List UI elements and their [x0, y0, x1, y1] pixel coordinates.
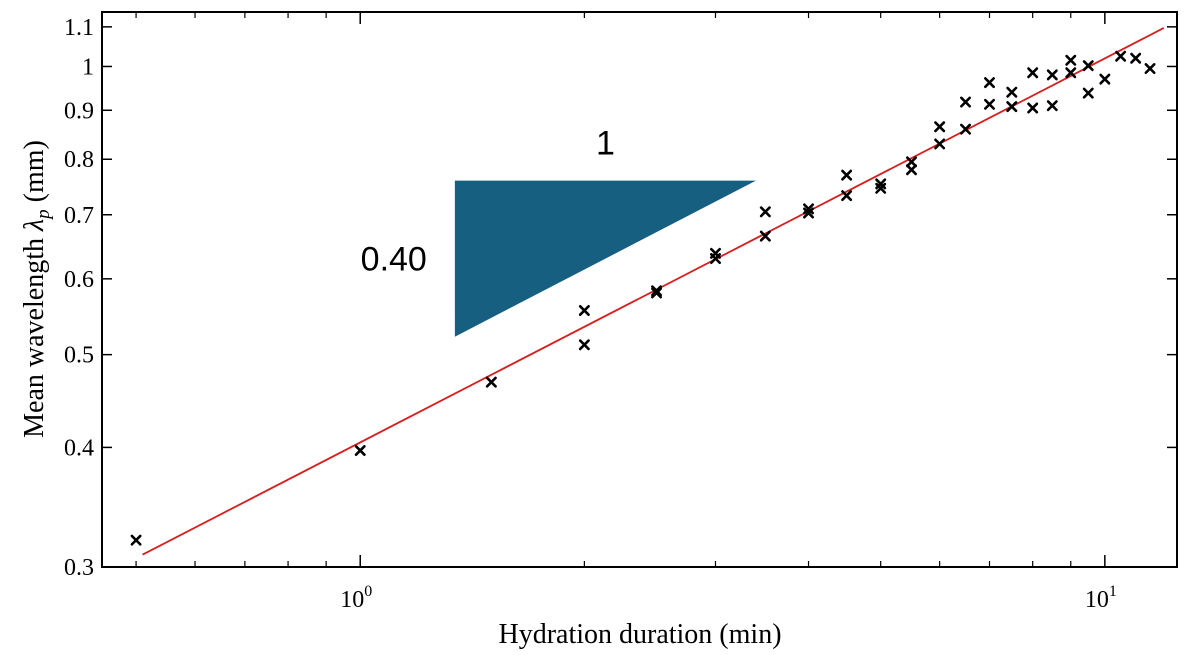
data-point — [130, 534, 142, 546]
data-point — [485, 376, 497, 388]
y-axis-label-unit: (mm) — [19, 140, 50, 209]
plot-frame — [101, 11, 1178, 568]
data-point — [983, 98, 995, 110]
data-point — [960, 96, 972, 108]
data-point — [983, 77, 995, 89]
y-tick-label: 0.6 — [64, 267, 94, 293]
x-tick-label-base: 10 — [340, 587, 364, 613]
data-point — [1082, 87, 1094, 99]
slope-triangle-layer: 10.40 — [361, 125, 756, 337]
data-point — [1027, 67, 1039, 79]
data-point — [759, 230, 771, 242]
slope-triangle — [454, 180, 756, 337]
data-point — [960, 123, 972, 135]
y-axis-label: Mean wavelength λp (mm) — [19, 140, 54, 438]
data-point — [1144, 63, 1156, 75]
x-tick-label-exponent: 1 — [1109, 583, 1117, 600]
y-tick-label: 0.5 — [64, 343, 94, 369]
y-tick-label: 0.4 — [64, 435, 94, 461]
data-point — [841, 190, 853, 202]
data-point — [1065, 67, 1077, 79]
data-points-layer — [130, 50, 1156, 546]
data-point — [1065, 54, 1077, 66]
data-point — [934, 138, 946, 150]
data-point — [875, 178, 887, 190]
data-point — [803, 207, 815, 219]
slope-run-label: 1 — [596, 125, 615, 163]
data-point — [1115, 50, 1127, 62]
data-point — [1027, 102, 1039, 114]
x-tick-label: 100 — [340, 583, 372, 613]
x-tick-label-exponent: 0 — [364, 583, 372, 600]
data-point — [709, 247, 721, 259]
slope-rise-label: 0.40 — [361, 241, 427, 279]
data-point — [759, 206, 771, 218]
y-axis-label-text: Mean wavelength — [19, 231, 50, 438]
plot-background — [102, 12, 1177, 567]
y-axis-label-symbol: λ — [19, 219, 50, 232]
data-point — [1006, 101, 1018, 113]
x-axis-label: Hydration duration (min) — [498, 619, 781, 650]
data-point — [1046, 100, 1058, 112]
data-point — [578, 339, 590, 351]
data-point — [841, 169, 853, 181]
y-tick-label: 1 — [82, 54, 94, 80]
data-point — [906, 164, 918, 176]
y-tick-label: 1.1 — [64, 15, 94, 41]
data-point — [906, 156, 918, 168]
data-point — [1130, 52, 1142, 64]
y-tick-label: 0.9 — [64, 98, 94, 124]
y-axis-label-subscript: p — [33, 209, 54, 221]
y-tick-label: 0.7 — [64, 203, 94, 229]
data-point — [1099, 73, 1111, 85]
data-point — [1082, 60, 1094, 72]
data-point — [651, 287, 663, 299]
data-point — [354, 445, 366, 457]
y-tick-label: 0.8 — [64, 147, 94, 173]
data-point — [1006, 86, 1018, 98]
x-tick-label: 101 — [1085, 583, 1117, 613]
data-point — [651, 285, 663, 297]
x-tick-label-base: 10 — [1085, 587, 1109, 613]
data-point — [1046, 69, 1058, 81]
data-point — [578, 305, 590, 316]
data-point — [934, 121, 946, 133]
y-tick-label: 0.3 — [64, 555, 94, 581]
